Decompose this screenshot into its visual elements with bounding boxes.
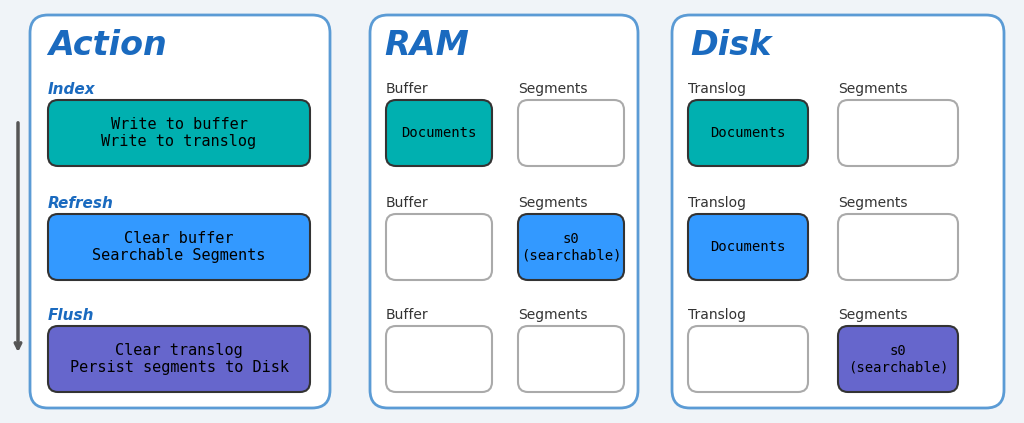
FancyBboxPatch shape xyxy=(838,214,958,280)
FancyBboxPatch shape xyxy=(838,326,958,392)
Text: Segments: Segments xyxy=(518,196,588,210)
Text: Segments: Segments xyxy=(518,82,588,96)
Text: Documents: Documents xyxy=(401,126,477,140)
Text: Refresh: Refresh xyxy=(48,196,114,211)
FancyBboxPatch shape xyxy=(48,214,310,280)
Text: Segments: Segments xyxy=(838,308,907,322)
Text: s0
(searchable): s0 (searchable) xyxy=(521,232,622,262)
Text: Documents: Documents xyxy=(711,126,785,140)
FancyBboxPatch shape xyxy=(688,326,808,392)
Text: Write to buffer
Write to translog: Write to buffer Write to translog xyxy=(101,117,257,149)
Text: Translog: Translog xyxy=(688,82,746,96)
FancyBboxPatch shape xyxy=(48,326,310,392)
FancyBboxPatch shape xyxy=(518,214,624,280)
Text: Action: Action xyxy=(48,29,167,62)
FancyBboxPatch shape xyxy=(386,100,492,166)
Text: Disk: Disk xyxy=(690,29,771,62)
Text: Buffer: Buffer xyxy=(386,82,429,96)
Text: Translog: Translog xyxy=(688,308,746,322)
Text: Buffer: Buffer xyxy=(386,308,429,322)
Text: s0
(searchable): s0 (searchable) xyxy=(848,344,948,374)
Text: Documents: Documents xyxy=(711,240,785,254)
FancyBboxPatch shape xyxy=(30,15,330,408)
Text: Buffer: Buffer xyxy=(386,196,429,210)
FancyBboxPatch shape xyxy=(838,100,958,166)
Text: RAM: RAM xyxy=(384,29,469,62)
FancyBboxPatch shape xyxy=(688,214,808,280)
Text: Segments: Segments xyxy=(838,196,907,210)
FancyBboxPatch shape xyxy=(386,214,492,280)
FancyBboxPatch shape xyxy=(518,326,624,392)
Text: Clear translog
Persist segments to Disk: Clear translog Persist segments to Disk xyxy=(70,343,289,375)
Text: Flush: Flush xyxy=(48,308,94,323)
FancyBboxPatch shape xyxy=(518,100,624,166)
FancyBboxPatch shape xyxy=(48,100,310,166)
Text: Clear buffer
Searchable Segments: Clear buffer Searchable Segments xyxy=(92,231,265,263)
FancyBboxPatch shape xyxy=(386,326,492,392)
Text: Index: Index xyxy=(48,82,95,97)
FancyBboxPatch shape xyxy=(370,15,638,408)
FancyBboxPatch shape xyxy=(672,15,1004,408)
FancyBboxPatch shape xyxy=(688,100,808,166)
Text: Segments: Segments xyxy=(838,82,907,96)
Text: Segments: Segments xyxy=(518,308,588,322)
Text: Translog: Translog xyxy=(688,196,746,210)
